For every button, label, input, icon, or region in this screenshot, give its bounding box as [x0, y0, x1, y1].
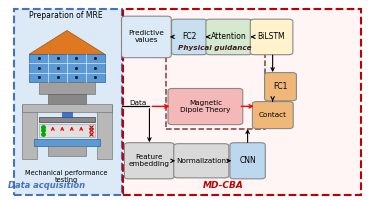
Bar — [166, 42, 265, 129]
Text: Physical guidance: Physical guidance — [179, 45, 252, 51]
Text: MD-CBA: MD-CBA — [203, 181, 244, 190]
Text: Data acquisition: Data acquisition — [8, 181, 85, 190]
FancyBboxPatch shape — [168, 88, 243, 125]
Text: Predictive
values: Predictive values — [128, 30, 164, 43]
FancyBboxPatch shape — [230, 143, 265, 179]
Text: CNN: CNN — [239, 156, 256, 165]
Bar — [14, 9, 121, 195]
Text: Magnetic
Dipole Theory: Magnetic Dipole Theory — [180, 100, 231, 113]
FancyBboxPatch shape — [174, 144, 229, 178]
FancyBboxPatch shape — [250, 19, 293, 55]
Text: FC1: FC1 — [273, 82, 288, 91]
Text: Mechanical performance
testing: Mechanical performance testing — [25, 170, 107, 183]
Text: Preparation of MRE: Preparation of MRE — [29, 11, 103, 20]
Text: BiLSTM: BiLSTM — [258, 32, 285, 41]
FancyBboxPatch shape — [172, 19, 207, 55]
Text: Feature
embedding: Feature embedding — [129, 154, 170, 167]
Text: Normalization: Normalization — [176, 158, 226, 164]
FancyBboxPatch shape — [252, 102, 293, 129]
Text: FC2: FC2 — [182, 32, 196, 41]
Text: Contact: Contact — [259, 112, 287, 118]
FancyBboxPatch shape — [124, 143, 174, 179]
Text: Attention: Attention — [211, 32, 247, 41]
Bar — [123, 9, 361, 195]
FancyBboxPatch shape — [121, 16, 171, 58]
Text: Data: Data — [130, 100, 146, 106]
FancyBboxPatch shape — [206, 19, 252, 55]
FancyBboxPatch shape — [265, 73, 296, 101]
